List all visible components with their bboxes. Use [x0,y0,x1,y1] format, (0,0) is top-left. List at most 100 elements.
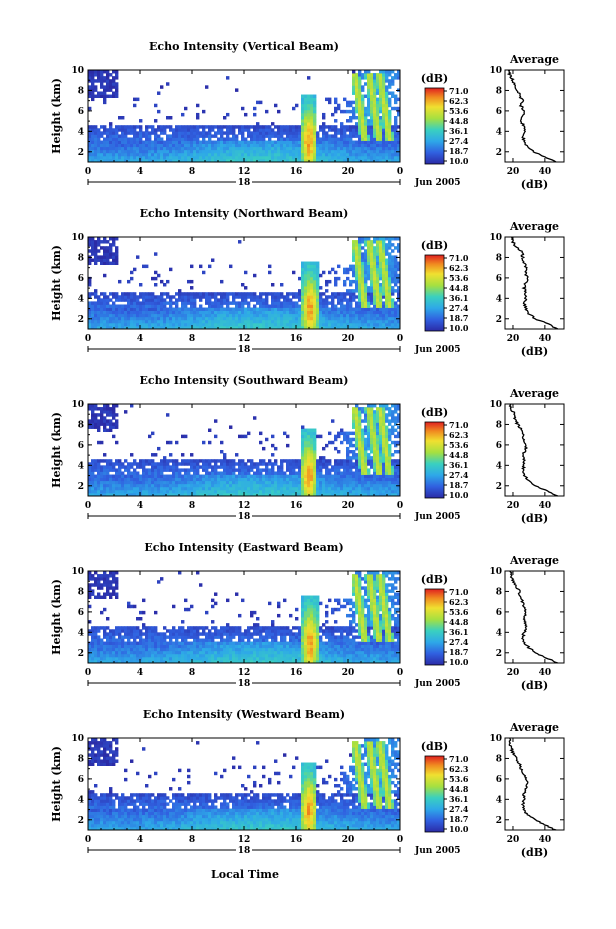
day-label: 18 [238,345,251,355]
average-x-tick-label: 20 [507,167,520,177]
date-label: Jun 2005 [414,512,461,522]
y-axis-label: Height (km) [50,78,63,154]
average-y-tick-label: 4 [496,628,502,638]
colorbar-tick-label: 44.8 [449,617,469,627]
y-axis-label: Height (km) [50,412,63,488]
colorbar-tick-label: 71.0 [449,253,469,263]
average-y-tick-label: 2 [496,816,502,826]
colorbar-tick-label: 62.3 [449,96,469,106]
average-x-label: (dB) [521,345,548,358]
average-y-tick-label: 8 [496,420,502,430]
average-x-tick-label: 40 [539,668,552,678]
y-tick-label: 4 [78,795,84,805]
colorbar-tick-label: 44.8 [449,784,469,794]
x-tick-label: 0 [85,668,91,678]
x-tick-label: 12 [238,835,251,845]
x-tick-label: 4 [137,668,143,678]
average-x-label: (dB) [521,679,548,692]
echo-heatmap [88,404,401,497]
y-tick-label: 10 [71,233,84,243]
x-tick-label: 8 [189,334,195,344]
colorbar-tick-label: 53.6 [449,607,469,617]
colorbar-tick-label: 62.3 [449,764,469,774]
y-tick-label: 6 [78,441,84,451]
colorbar-tick-label: 10.0 [449,490,469,500]
colorbar [424,588,445,666]
colorbar-tick-label: 71.0 [449,754,469,764]
average-x-label: (dB) [521,846,548,859]
average-profile-line [508,403,559,497]
average-y-tick-label: 4 [496,461,502,471]
average-x-tick-label: 20 [507,501,520,511]
average-y-tick-label: 2 [496,482,502,492]
average-x-tick-label: 20 [507,668,520,678]
colorbar-tick-label: 10.0 [449,824,469,834]
x-tick-label: 16 [290,668,303,678]
average-y-tick-label: 8 [496,754,502,764]
day-label-bg [236,677,252,687]
day-label: 18 [238,846,251,856]
colorbar-tick-label: 71.0 [449,420,469,430]
y-tick-label: 4 [78,628,84,638]
colorbar-tick-label: 36.1 [449,794,468,804]
y-tick-label: 10 [71,734,84,744]
colorbar-unit: (dB) [421,239,448,252]
average-title: Average [509,721,559,734]
y-tick-label: 6 [78,274,84,284]
x-tick-label: 4 [137,501,143,511]
average-title: Average [509,554,559,567]
average-x-tick-label: 20 [507,835,520,845]
average-x-label: (dB) [521,178,548,191]
colorbar-tick-label: 62.3 [449,430,469,440]
average-y-tick-label: 6 [496,775,502,785]
average-y-tick-label: 10 [489,734,502,744]
average-title: Average [509,53,559,66]
average-y-tick-label: 6 [496,441,502,451]
day-label-bg [236,510,252,520]
average-profile-line [510,236,559,330]
x-tick-label: 0 [85,835,91,845]
average-x-tick-label: 40 [539,334,552,344]
average-y-tick-label: 10 [489,233,502,243]
x-tick-label: 4 [137,835,143,845]
average-y-tick-label: 6 [496,608,502,618]
average-y-tick-label: 8 [496,253,502,263]
y-axis-label: Height (km) [50,579,63,655]
echo-heatmap [88,738,401,831]
echo-heatmap [88,237,401,330]
colorbar-tick-label: 27.4 [449,303,469,313]
x-tick-label: 0 [397,167,403,177]
x-tick-label: 8 [189,668,195,678]
y-tick-label: 8 [78,420,84,430]
panel-2: Echo Intensity (Northward Beam) 2 4 6 8 10 Hei… [50,207,565,358]
y-tick-label: 8 [78,253,84,263]
panel-5: Echo Intensity (Westward Beam) 2 4 6 8 10 Heig… [50,708,565,859]
x-tick-label: 20 [342,167,355,177]
average-y-tick-label: 8 [496,86,502,96]
average-profile-line [506,69,557,163]
x-tick-label: 8 [189,835,195,845]
x-tick-label: 0 [397,668,403,678]
y-tick-label: 2 [78,482,84,492]
y-axis-label: Height (km) [50,746,63,822]
colorbar-tick-label: 27.4 [449,637,469,647]
panel-4: Echo Intensity (Eastward Beam) 2 4 6 8 10 Heig… [50,541,565,692]
y-axis-label: Height (km) [50,245,63,321]
colorbar-unit: (dB) [421,740,448,753]
y-tick-label: 8 [78,587,84,597]
average-y-tick-label: 4 [496,795,502,805]
x-tick-label: 0 [397,501,403,511]
x-tick-label: 12 [238,167,251,177]
x-tick-label: 16 [290,835,303,845]
y-tick-label: 8 [78,86,84,96]
average-y-tick-label: 6 [496,274,502,284]
average-title: Average [509,387,559,400]
average-y-tick-label: 4 [496,294,502,304]
colorbar-tick-label: 44.8 [449,116,469,126]
colorbar-tick-label: 10.0 [449,323,469,333]
colorbar-tick-label: 71.0 [449,587,469,597]
date-label: Jun 2005 [414,178,461,188]
echo-heatmap [88,70,401,163]
panel-3: Echo Intensity (Southward Beam) 2 4 6 8 10 Hei… [50,374,565,525]
average-frame [504,737,565,831]
